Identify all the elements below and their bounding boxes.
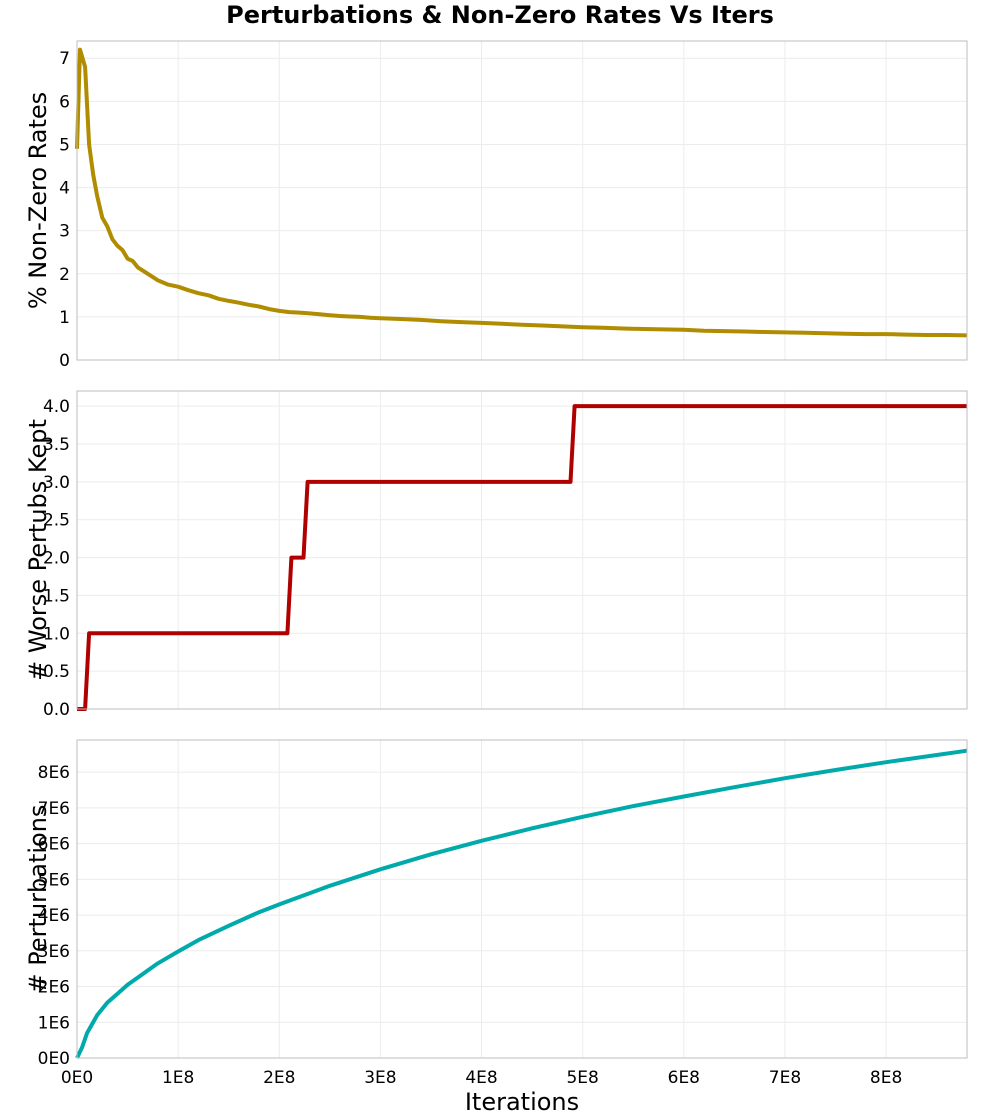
x-axis-label: Iterations <box>465 1088 579 1116</box>
chart-title: Perturbations & Non-Zero Rates Vs Iters <box>226 1 774 29</box>
y-tick-label: 5 <box>59 135 70 155</box>
x-tick-label: 2E8 <box>263 1068 295 1088</box>
series-line <box>75 47 968 338</box>
y-tick-label: 6E6 <box>38 835 70 855</box>
y-tick-label: 0.0 <box>43 700 70 720</box>
y-tick-label: 4E6 <box>38 906 70 926</box>
x-tick-label: 5E8 <box>566 1068 598 1088</box>
y-tick-label: 1 <box>59 308 70 328</box>
y-tick-label: 3.5 <box>43 435 70 455</box>
y-tick-label: 0 <box>59 351 70 371</box>
y-tick-label: 8E6 <box>38 763 70 783</box>
y-tick-label: 6 <box>59 92 70 112</box>
x-tick-label: 7E8 <box>769 1068 801 1088</box>
y-tick-label: 1.5 <box>43 586 70 606</box>
x-tick-label: 3E8 <box>364 1068 396 1088</box>
y-axis-label: # Perturbations <box>24 805 52 994</box>
y-tick-label: 1E6 <box>38 1013 70 1033</box>
plot-frame <box>76 739 968 1059</box>
plot-area <box>77 391 967 709</box>
series-line <box>75 748 968 1059</box>
y-tick-label: 2E6 <box>38 978 70 998</box>
y-axis-label: # Worse Pertubs Kept <box>24 419 52 681</box>
plot-area <box>77 41 967 360</box>
x-tick-label: 4E8 <box>465 1068 497 1088</box>
series-line <box>77 404 967 711</box>
y-tick-label: 7 <box>59 49 70 69</box>
y-tick-label: 0.5 <box>43 662 70 682</box>
plot-frame <box>76 390 968 710</box>
y-axis-label: % Non-Zero Rates <box>24 92 52 309</box>
y-tick-label: 2.0 <box>43 549 70 569</box>
y-tick-label: 1.0 <box>43 624 70 644</box>
y-tick-label: 3.0 <box>43 473 70 493</box>
panel-worse-perturbs-kept: 0.0 0.5 1.0 1.5 2.0 2.5 3.0 3.5 4.0# Worse Pertu… <box>24 390 968 720</box>
x-tick-label: 1E8 <box>162 1068 194 1088</box>
panel-nonzero-rates: 0 1 2 3 4 5 6 7 % Non-Zero Rates <box>24 40 968 371</box>
plot-area <box>77 740 967 1058</box>
panel-perturbations: 0E0 1E6 2E6 3E6 4E6 5E6 6E6 7E6 8E6 0E0 1E8 2E8 3E8 4… <box>24 739 968 1088</box>
y-tick-label: 3E6 <box>38 942 70 962</box>
y-tick-label: 3 <box>59 222 70 242</box>
x-tick-label: 0E0 <box>61 1068 93 1088</box>
y-tick-label: 7E6 <box>38 799 70 819</box>
plot-frame <box>76 40 968 361</box>
y-tick-label: 2 <box>59 265 70 285</box>
x-tick-label: 6E8 <box>668 1068 700 1088</box>
y-tick-label: 4 <box>59 179 70 199</box>
y-tick-label: 4.0 <box>43 397 70 417</box>
y-tick-label: 5E6 <box>38 870 70 890</box>
x-tick-label: 8E8 <box>870 1068 902 1088</box>
y-tick-label: 0E0 <box>38 1049 70 1069</box>
y-tick-label: 2.5 <box>43 511 70 531</box>
